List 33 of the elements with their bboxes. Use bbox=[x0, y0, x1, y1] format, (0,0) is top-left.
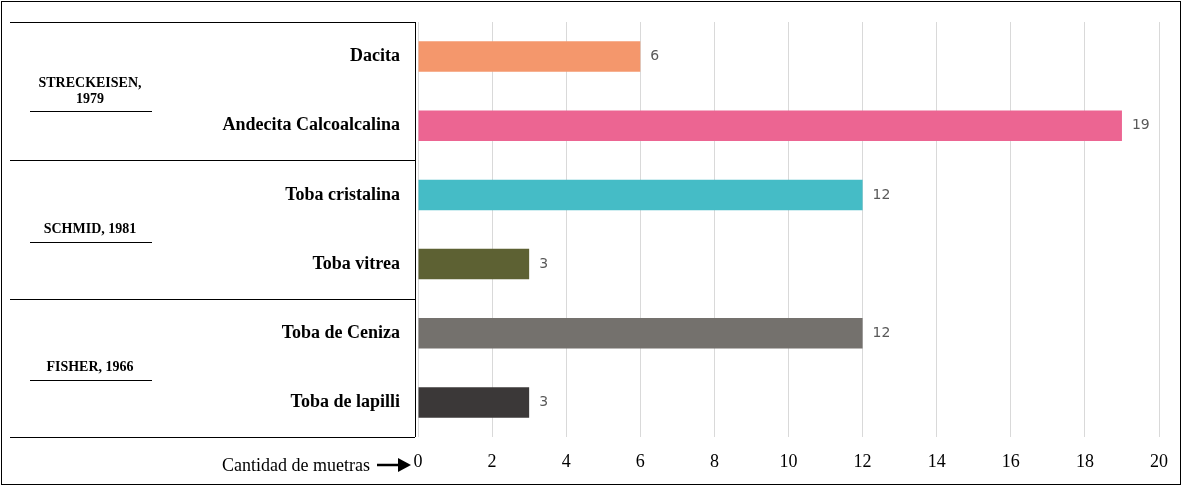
x-tick-label: 20 bbox=[1150, 450, 1168, 471]
y-tick-label: Toba vitrea bbox=[312, 252, 400, 273]
x-tick-label: 6 bbox=[635, 450, 645, 471]
bar bbox=[418, 110, 1122, 141]
x-tick-label: 18 bbox=[1075, 450, 1094, 471]
y-tick-label: Toba de Ceniza bbox=[281, 321, 400, 342]
data-label: 12 bbox=[872, 185, 891, 202]
bar bbox=[418, 179, 863, 211]
data-label: 3 bbox=[539, 393, 549, 410]
bar bbox=[418, 248, 530, 280]
data-label: 12 bbox=[872, 323, 891, 340]
y-tick-label: Toba de lapilli bbox=[290, 391, 400, 412]
bar bbox=[418, 387, 530, 418]
x-tick-label: 0 bbox=[413, 450, 423, 471]
data-label: 19 bbox=[1131, 116, 1150, 133]
x-tick-label: 8 bbox=[709, 450, 719, 471]
data-label: 6 bbox=[650, 47, 660, 64]
x-tick-label: 4 bbox=[561, 450, 571, 471]
text: STRECKEISEN, 1979 bbox=[38, 74, 142, 106]
text: SCHMID, 1981 bbox=[43, 221, 137, 237]
x-tick-label: 12 bbox=[853, 450, 872, 471]
y-tick-label: Andecita Calcoalcalina bbox=[222, 114, 400, 135]
y-tick-label: Toba cristalina bbox=[285, 183, 400, 204]
x-tick-label: 10 bbox=[779, 450, 798, 471]
bar bbox=[418, 318, 863, 349]
y-tick-label: Dacita bbox=[350, 45, 400, 66]
x-tick-label: 2 bbox=[487, 450, 497, 471]
text: FISHER, 1966 bbox=[46, 359, 134, 375]
x-axis-title: Cantidad de muetras bbox=[222, 454, 370, 475]
x-tick-label: 14 bbox=[927, 450, 946, 471]
x-tick-label: 16 bbox=[1001, 450, 1020, 471]
bar bbox=[418, 41, 641, 72]
data-label: 3 bbox=[539, 254, 549, 271]
